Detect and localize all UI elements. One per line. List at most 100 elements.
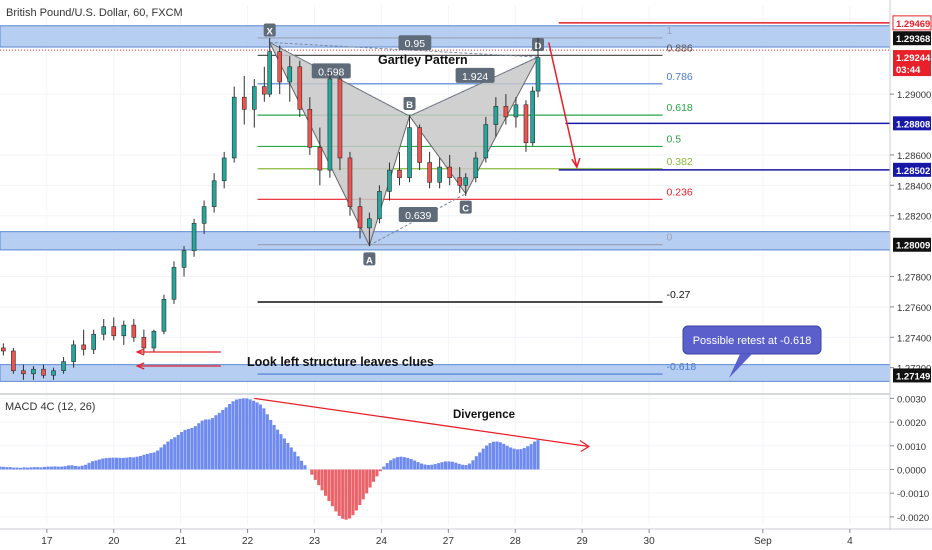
candle-body <box>317 147 323 171</box>
candle-body <box>251 86 257 110</box>
candle-body <box>221 157 227 182</box>
candle-body <box>387 169 392 192</box>
price-zone <box>0 25 891 48</box>
candle-body <box>337 78 343 159</box>
candle-body <box>267 51 272 95</box>
ratio-box <box>398 206 438 222</box>
candle-body <box>493 105 499 125</box>
candle-body <box>367 218 372 229</box>
candle-body <box>417 127 422 163</box>
macd-tick-label: -0.0020 <box>897 513 929 524</box>
time-tick-label: 17 <box>41 536 53 547</box>
price-axis[interactable]: 1.29000 1.28600 1.28400 1.28200 1.27800 1.276… <box>889 0 932 550</box>
divergence-arrow-head <box>579 439 591 453</box>
fib-label: -0.27 <box>666 289 690 301</box>
candle-body <box>407 127 412 179</box>
candle-body <box>437 166 442 183</box>
time-tick-label: 20 <box>108 536 120 547</box>
candle-body <box>447 166 452 179</box>
ratio-label: 1.924 <box>462 71 488 83</box>
candlesticks <box>1 37 541 380</box>
price-label-text: 1.29469 <box>896 19 930 30</box>
retest-callout[interactable]: Possible retest at -0.618 <box>682 325 822 378</box>
fib-label: 0 <box>666 232 672 244</box>
ratio-box <box>311 63 351 79</box>
macd-histogram <box>0 397 591 520</box>
time-tick-label: 23 <box>309 536 321 547</box>
candle-body <box>463 177 469 186</box>
candle-body <box>31 368 36 375</box>
candle-body <box>262 86 267 95</box>
candle-body <box>201 206 207 224</box>
time-tick-label: 24 <box>376 536 388 547</box>
candle-body <box>171 267 177 300</box>
retest-callout-pointer <box>729 354 752 378</box>
candle-body <box>397 169 402 179</box>
price-label-text: 1.29244 <box>896 53 931 64</box>
macd-tick-label: 0.0020 <box>897 418 926 429</box>
projection-arrow-line <box>547 42 578 168</box>
time-tick-label: 30 <box>644 536 656 547</box>
candle-body <box>91 333 96 350</box>
divergence-label: Divergence <box>453 409 515 421</box>
candle-body <box>503 105 509 118</box>
candle-body <box>151 330 157 349</box>
time-tick-label: 28 <box>510 536 522 547</box>
ratio-box <box>455 67 495 83</box>
price-label-text: 03:44 <box>896 65 921 76</box>
time-tick-label: 21 <box>175 536 187 547</box>
candle-body <box>530 90 535 144</box>
fib-label: 0.382 <box>666 156 692 168</box>
candle-body <box>307 109 313 148</box>
candle-body <box>297 66 303 110</box>
time-axis[interactable]: 17 20 21 22 23 24 27 28 29 30 Sep 4 <box>0 528 932 547</box>
pattern-ac-line <box>369 193 466 246</box>
price-label-box <box>893 237 931 252</box>
price-tick-label: 1.28600 <box>897 151 931 162</box>
fib-label: -0.618 <box>666 361 696 373</box>
candle-body <box>181 250 187 268</box>
price-label-text: 1.28502 <box>896 166 930 177</box>
annotation-drawings <box>135 42 581 370</box>
pattern-bd-line <box>409 56 539 117</box>
price-label-box <box>893 162 931 177</box>
macd-label: MACD 4C (12, 26) <box>5 401 95 413</box>
candle-body <box>377 191 382 220</box>
candle-body <box>41 368 46 376</box>
candle-body <box>277 51 283 83</box>
divergence-line <box>254 397 589 448</box>
macd-tick-label: 0.0000 <box>897 465 926 476</box>
fib-label: 0.786 <box>666 71 692 83</box>
look-left-arrow-head <box>135 348 145 356</box>
price-tick-label: 1.28400 <box>897 181 931 192</box>
pattern-point-box <box>403 97 416 111</box>
candle-body <box>211 180 217 207</box>
price-label-box <box>893 368 931 383</box>
time-tick-label: 4 <box>847 536 853 547</box>
pattern-point-label: C <box>462 204 469 215</box>
pattern-point-label: B <box>406 100 413 111</box>
pattern-point-box <box>263 23 276 37</box>
price-label-text: 1.27149 <box>896 371 930 382</box>
candle-body <box>131 324 137 338</box>
candle-body <box>535 57 541 92</box>
candle-body <box>191 223 197 251</box>
candle-body <box>141 336 147 349</box>
candle-body <box>121 324 127 337</box>
time-tick-label: 22 <box>242 536 254 547</box>
fib-label: 0.886 <box>666 42 692 54</box>
pattern-point-label: A <box>366 255 373 266</box>
pattern-xb-line <box>269 42 410 117</box>
chart-title: British Pound/U.S. Dollar, 60, FXCM <box>6 7 183 19</box>
price-label-text: 1.29368 <box>896 34 930 45</box>
price-label-box <box>892 15 932 31</box>
fib-label: 0.236 <box>666 186 692 198</box>
candle-body <box>61 361 66 372</box>
candle-body <box>287 66 293 83</box>
pattern-point-box <box>363 252 376 266</box>
fib-label: 0.5 <box>666 133 681 145</box>
candle-body <box>327 78 333 171</box>
pattern-point-label: X <box>267 26 274 37</box>
